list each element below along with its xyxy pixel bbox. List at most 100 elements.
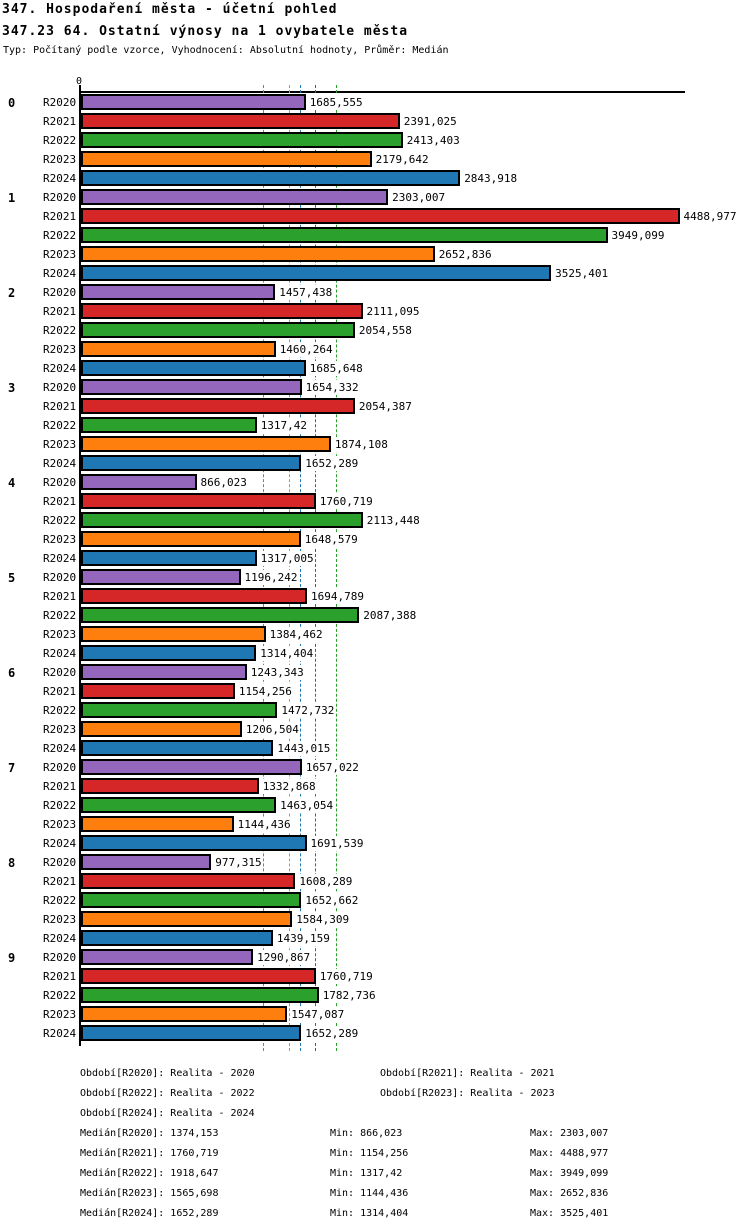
row-label-r2024: R2024 [43, 172, 77, 185]
median-line-r2020 [263, 85, 265, 1051]
bar-value-label: 1443,015 [276, 741, 332, 756]
bar-6-r2022 [81, 702, 278, 718]
bar-2-r2021 [81, 303, 363, 319]
bar-value-label: 2087,388 [362, 608, 418, 623]
row-label-r2021: R2021 [43, 305, 77, 318]
row-label-r2022: R2022 [43, 324, 77, 337]
group-label-0: 0 [8, 96, 16, 110]
median-line-r2024 [300, 85, 302, 1051]
bar-7-r2020 [81, 759, 302, 775]
stat-median: Medián[R2021]: 1760,719 [80, 1148, 219, 1159]
group-label-6: 6 [8, 666, 16, 680]
bar-value-label: 1384,462 [268, 627, 324, 642]
bar-0-r2021 [81, 113, 400, 129]
row-label-r2022: R2022 [43, 134, 77, 147]
row-label-r2024: R2024 [43, 457, 77, 470]
bar-6-r2020 [81, 664, 247, 680]
row-label-r2024: R2024 [43, 932, 77, 945]
row-label-r2021: R2021 [43, 875, 77, 888]
group-label-5: 5 [8, 571, 16, 585]
bar-value-label: 2413,403 [405, 133, 461, 148]
row-label-r2021: R2021 [43, 970, 77, 983]
group-label-9: 9 [8, 951, 16, 965]
row-label-r2022: R2022 [43, 609, 77, 622]
group-label-7: 7 [8, 761, 16, 775]
row-label-r2021: R2021 [43, 590, 77, 603]
group-label-2: 2 [8, 286, 16, 300]
row-label-r2022: R2022 [43, 799, 77, 812]
row-label-r2021: R2021 [43, 780, 77, 793]
bar-1-r2024 [81, 265, 552, 281]
bar-5-r2022 [81, 607, 360, 623]
bar-3-r2021 [81, 398, 355, 414]
page-subtitle: 347.23 64. Ostatní výnosy na 1 ovybatele… [2, 24, 409, 39]
row-label-r2021: R2021 [43, 115, 77, 128]
bar-value-label: 2111,095 [365, 304, 421, 319]
row-label-r2023: R2023 [43, 438, 77, 451]
bar-8-r2024 [81, 930, 273, 946]
bar-value-label: 1608,289 [298, 874, 354, 889]
bar-value-label: 1657,022 [304, 760, 360, 775]
bar-value-label: 1472,732 [280, 703, 336, 718]
bar-0-r2022 [81, 132, 403, 148]
median-line-r2022 [335, 85, 337, 1051]
bar-2-r2024 [81, 360, 306, 376]
bar-value-label: 1782,736 [321, 988, 377, 1003]
bar-3-r2023 [81, 436, 331, 452]
x-axis-line [80, 91, 685, 93]
bar-value-label: 1584,309 [295, 912, 351, 927]
group-label-1: 1 [8, 191, 16, 205]
group-label-3: 3 [8, 381, 16, 395]
row-label-r2022: R2022 [43, 894, 77, 907]
legend-period: Období[R2020]: Realita - 2020 [80, 1068, 255, 1079]
stat-min: Min: 1317,42 [330, 1168, 403, 1179]
row-label-r2020: R2020 [43, 191, 77, 204]
row-label-r2021: R2021 [43, 495, 77, 508]
bar-0-r2020 [81, 94, 306, 110]
bar-4-r2020 [81, 474, 197, 490]
bar-value-label: 1439,159 [275, 931, 331, 946]
bar-0-r2024 [81, 170, 461, 186]
bar-value-label: 1654,332 [304, 380, 360, 395]
bar-value-label: 866,023 [199, 475, 248, 490]
bar-value-label: 1243,343 [249, 665, 305, 680]
row-label-r2022: R2022 [43, 989, 77, 1002]
stat-max: Max: 3949,099 [530, 1168, 609, 1179]
stat-max: Max: 2303,007 [530, 1128, 609, 1139]
row-label-r2020: R2020 [43, 286, 77, 299]
bar-value-label: 1691,539 [309, 836, 365, 851]
row-label-r2024: R2024 [43, 837, 77, 850]
bar-5-r2020 [81, 569, 241, 585]
bar-1-r2022 [81, 227, 608, 243]
bar-value-label: 1332,868 [261, 779, 317, 794]
bar-5-r2023 [81, 626, 266, 642]
stat-min: Min: 1144,436 [330, 1188, 409, 1199]
row-label-r2020: R2020 [43, 666, 77, 679]
bar-5-r2024 [81, 645, 257, 661]
bar-5-r2021 [81, 588, 307, 604]
stat-min: Min: 1314,404 [330, 1208, 409, 1219]
bar-value-label: 977,315 [214, 855, 263, 870]
bar-value-label: 2652,836 [437, 247, 493, 262]
row-label-r2020: R2020 [43, 476, 77, 489]
bar-value-label: 2054,558 [357, 323, 413, 338]
bar-value-label: 1685,648 [308, 361, 364, 376]
row-label-r2020: R2020 [43, 381, 77, 394]
bar-9-r2022 [81, 987, 319, 1003]
bar-1-r2021 [81, 208, 680, 224]
bar-value-label: 4488,977 [682, 209, 738, 224]
group-label-8: 8 [8, 856, 16, 870]
row-label-r2022: R2022 [43, 229, 77, 242]
bar-value-label: 1874,108 [333, 437, 389, 452]
row-label-r2020: R2020 [43, 761, 77, 774]
bar-8-r2020 [81, 854, 212, 870]
bar-value-label: 1760,719 [318, 969, 374, 984]
bar-9-r2021 [81, 968, 316, 984]
row-label-r2023: R2023 [43, 153, 77, 166]
bar-8-r2022 [81, 892, 302, 908]
y-axis-line [79, 85, 81, 1046]
bar-value-label: 1196,242 [243, 570, 299, 585]
row-label-r2024: R2024 [43, 1027, 77, 1040]
bar-value-label: 1652,289 [304, 456, 360, 471]
